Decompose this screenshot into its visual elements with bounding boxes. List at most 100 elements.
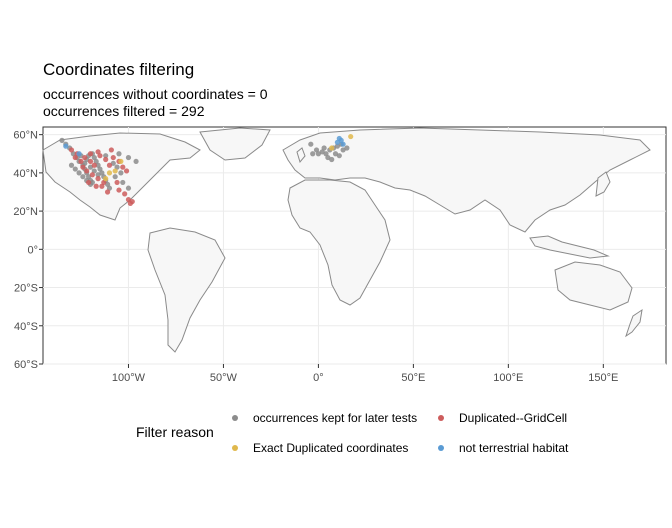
eurasia-shape: [282, 127, 651, 233]
legend-label-not-terrestrial: not terrestrial habitat: [459, 441, 569, 455]
point-occurrences-kept-for-later-tests: [112, 174, 118, 180]
x-tick-label: 150°E: [588, 372, 618, 384]
point-occurrences-kept-for-later-tests: [125, 154, 132, 161]
legend-label-kept: occurrences kept for later tests: [253, 411, 418, 425]
australia-shape: [554, 261, 633, 311]
point-occurrences-kept-for-later-tests: [68, 162, 75, 168]
point-duplicated-gridcell: [110, 154, 116, 161]
point-occurrences-kept-for-later-tests: [344, 145, 350, 151]
subtitle-line-2: occurrences filtered = 292: [43, 103, 205, 119]
point-occurrences-kept-for-later-tests: [336, 153, 342, 159]
legend-item-kept: occurrences kept for later tests: [232, 411, 417, 425]
legend-item-gridcell: Duplicated--GridCell: [438, 411, 567, 425]
indonesia-shape: [529, 235, 610, 259]
x-tick-label: 0°: [313, 372, 324, 384]
point-duplicated-gridcell: [89, 172, 95, 178]
x-axis-ticks: 100°W 50°W 0° 50°E 100°E 150°E: [112, 364, 618, 384]
point-duplicated-gridcell: [127, 200, 133, 207]
point-exact-duplicated-coordinates: [348, 133, 354, 140]
x-tick-label: 100°W: [112, 372, 146, 384]
new-zealand-shape: [625, 308, 643, 338]
y-tick-label: 40°S: [14, 321, 38, 333]
legend-dot-kept: [232, 415, 238, 421]
point-duplicated-gridcell: [93, 183, 99, 189]
legend-item-exact-dup: Exact Duplicated coordinates: [232, 441, 408, 455]
point-duplicated-gridcell: [78, 158, 84, 165]
legend-title: Filter reason: [136, 424, 214, 440]
point-occurrences-kept-for-later-tests: [308, 141, 314, 147]
occurrence-points: [59, 133, 354, 207]
point-duplicated-gridcell: [85, 179, 92, 186]
point-exact-duplicated-coordinates: [106, 170, 113, 176]
point-exact-duplicated-coordinates: [329, 145, 335, 151]
point-duplicated-gridcell: [123, 168, 130, 174]
point-occurrences-kept-for-later-tests: [116, 151, 122, 157]
point-duplicated-gridcell: [120, 164, 126, 170]
y-axis-ticks: 60°N 40°N 20°N 0° 20°S 40°S 60°S: [13, 130, 43, 371]
y-tick-label: 60°N: [13, 130, 38, 142]
point-occurrences-kept-for-later-tests: [125, 185, 132, 191]
point-duplicated-gridcell: [99, 183, 105, 189]
point-duplicated-gridcell: [106, 162, 113, 168]
legend-label-gridcell: Duplicated--GridCell: [459, 411, 568, 425]
point-occurrences-kept-for-later-tests: [76, 170, 82, 176]
point-not-terrestrial-habitat: [63, 143, 69, 149]
y-tick-label: 0°: [27, 244, 38, 256]
point-duplicated-gridcell: [80, 164, 86, 170]
point-duplicated-gridcell: [82, 154, 88, 161]
point-duplicated-gridcell: [103, 156, 109, 163]
japan-shape: [595, 171, 611, 197]
point-occurrences-kept-for-later-tests: [95, 172, 101, 178]
y-tick-label: 20°S: [14, 283, 38, 295]
point-occurrences-kept-for-later-tests: [103, 153, 109, 159]
point-not-terrestrial-habitat: [76, 151, 82, 157]
point-duplicated-gridcell: [95, 176, 101, 182]
point-duplicated-gridcell: [95, 149, 101, 155]
x-tick-label: 50°W: [210, 372, 238, 384]
chart-title: Coordinates filtering: [43, 60, 195, 79]
legend-item-not-terrestrial: not terrestrial habitat: [438, 441, 568, 455]
x-tick-label: 100°E: [493, 372, 523, 384]
y-tick-label: 40°N: [13, 168, 38, 180]
point-occurrences-kept-for-later-tests: [133, 158, 139, 165]
legend-label-exact-dup: Exact Duplicated coordinates: [253, 441, 409, 455]
x-tick-label: 50°E: [401, 372, 425, 384]
point-duplicated-gridcell: [108, 147, 114, 153]
point-duplicated-gridcell: [72, 154, 78, 161]
point-occurrences-kept-for-later-tests: [118, 170, 124, 176]
y-tick-label: 60°S: [14, 359, 38, 371]
point-duplicated-gridcell: [122, 191, 128, 197]
point-duplicated-gridcell: [84, 168, 90, 174]
point-occurrences-kept-for-later-tests: [310, 151, 316, 157]
point-duplicated-gridcell: [87, 158, 94, 165]
africa-shape: [287, 179, 391, 306]
legend-dot-gridcell: [438, 415, 444, 421]
subtitle-line-1: occurrences without coordinates = 0: [43, 86, 268, 102]
point-duplicated-gridcell: [104, 189, 111, 195]
point-duplicated-gridcell: [114, 179, 120, 186]
world-land: [42, 127, 651, 353]
point-not-terrestrial-habitat: [340, 141, 346, 147]
greenland-shape: [199, 127, 271, 161]
point-exact-duplicated-coordinates: [103, 176, 109, 182]
point-not-terrestrial-habitat: [336, 135, 342, 142]
point-duplicated-gridcell: [68, 147, 75, 153]
point-occurrences-kept-for-later-tests: [59, 137, 65, 143]
y-tick-label: 20°N: [13, 206, 38, 218]
legend-dot-not-terrestrial: [438, 445, 444, 451]
point-duplicated-gridcell: [87, 151, 94, 157]
point-occurrences-kept-for-later-tests: [72, 166, 78, 172]
legend-dot-exact-dup: [232, 445, 238, 451]
point-duplicated-gridcell: [91, 162, 97, 168]
point-occurrences-kept-for-later-tests: [315, 151, 322, 157]
point-exact-duplicated-coordinates: [112, 168, 118, 174]
point-occurrences-kept-for-later-tests: [329, 156, 335, 163]
point-occurrences-kept-for-later-tests: [120, 179, 126, 186]
point-occurrences-kept-for-later-tests: [80, 174, 86, 180]
uk-shape: [296, 147, 306, 164]
point-exact-duplicated-coordinates: [118, 158, 124, 165]
point-occurrences-kept-for-later-tests: [321, 145, 327, 151]
point-duplicated-gridcell: [116, 187, 122, 193]
south-america-shape: [147, 227, 226, 353]
